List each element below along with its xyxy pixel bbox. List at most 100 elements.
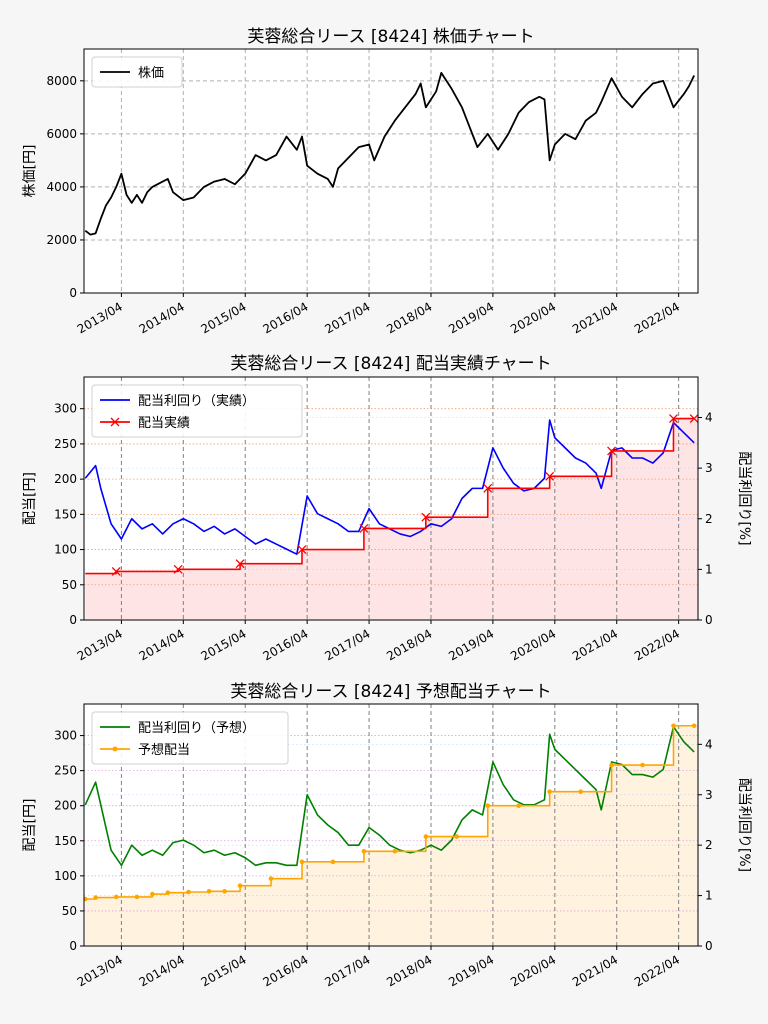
- plot-content: [84, 377, 698, 620]
- legend-label: 配当実績: [138, 415, 190, 431]
- dot-marker: [84, 896, 88, 902]
- dot-marker: [392, 849, 398, 854]
- y-tick-label: 200: [54, 799, 77, 813]
- x-marker: [607, 446, 617, 456]
- y-tick-label: 50: [62, 578, 77, 592]
- x-tick-label: 2021/04: [570, 626, 620, 663]
- x-marker: [111, 566, 121, 576]
- x-tick-label: 2014/04: [137, 299, 187, 336]
- legend: 株価: [91, 56, 183, 88]
- chart-title: 芙蓉総合リース [8424] 予想配当チャート: [230, 682, 551, 702]
- y2-tick-label: 1: [705, 889, 713, 903]
- x-tick-label: 2017/04: [322, 299, 372, 336]
- x-marker: [297, 545, 307, 555]
- x-tick-label: 2020/04: [508, 952, 558, 989]
- legend-label: 株価: [138, 66, 164, 81]
- dot-marker: [609, 762, 614, 768]
- x-tick-label: 2017/04: [322, 952, 372, 989]
- x-tick-label: 2022/04: [632, 952, 682, 989]
- axes-frame: [83, 376, 699, 621]
- x-marker: [359, 523, 369, 533]
- series-line: [85, 417, 695, 575]
- legend-label: 配当利回り（実績）: [138, 393, 255, 409]
- dot-marker: [671, 723, 676, 729]
- legend-box: [91, 711, 289, 765]
- legend-box: [91, 384, 303, 438]
- x-marker: [421, 512, 431, 522]
- dot-marker: [640, 762, 645, 768]
- x-tick-label: 2013/04: [75, 952, 125, 989]
- legend-label: 予想配当: [138, 742, 190, 758]
- dot-marker: [222, 888, 227, 894]
- dot-marker: [186, 889, 191, 895]
- series-line: [84, 71, 695, 236]
- x-tick-label: 2016/04: [260, 952, 310, 989]
- dot-marker: [361, 849, 367, 854]
- dot-marker: [268, 876, 274, 881]
- y-tick-label: 0: [69, 286, 77, 300]
- x-tick-label: 2013/04: [75, 626, 125, 663]
- y2-tick-label: 4: [705, 411, 713, 425]
- y2-tick-label: 3: [705, 461, 713, 475]
- x-marker: [689, 414, 698, 424]
- chart-panel-3: 0 50 100 150 200 250 300 0 1 2 3 4 2013/04 2014/04 201…: [22, 682, 752, 990]
- series-line: [84, 725, 695, 867]
- x-tick-label: 2020/04: [508, 299, 558, 336]
- legend-label: 配当利回り（予想）: [138, 720, 255, 736]
- y-tick-label: 100: [54, 543, 77, 557]
- dot-marker: [691, 723, 697, 729]
- x-tick-label: 2021/04: [570, 299, 620, 336]
- dot-marker: [150, 891, 155, 897]
- x-marker: [669, 414, 678, 424]
- x-marker: [483, 483, 493, 493]
- y-tick-label: 300: [54, 402, 77, 416]
- plot-content: [84, 49, 698, 293]
- y2-tick-label: 3: [705, 788, 713, 802]
- y-tick-label: 4000: [46, 180, 77, 194]
- y-axis-label: 配当[円]: [22, 472, 38, 525]
- dot-marker: [547, 789, 552, 794]
- x-marker: [235, 559, 245, 569]
- y-axis-label: 配当[円]: [22, 799, 38, 852]
- dot-marker: [93, 895, 98, 900]
- y-tick-label: 6000: [46, 127, 77, 141]
- x-tick-label: 2016/04: [260, 626, 310, 663]
- y-tick-label: 200: [54, 472, 77, 486]
- x-tick-label: 2021/04: [570, 952, 620, 989]
- y-tick-label: 300: [54, 729, 77, 743]
- y2-tick-label: 1: [705, 562, 713, 576]
- y2-tick-label: 0: [705, 939, 713, 953]
- chart-title: 芙蓉総合リース [8424] 配当実績チャート: [230, 354, 551, 374]
- dot-marker: [113, 894, 119, 900]
- y-tick-label: 150: [54, 507, 77, 521]
- dot-marker: [237, 883, 243, 888]
- x-tick-label: 2022/04: [632, 626, 682, 663]
- y-tick-label: 0: [69, 939, 77, 953]
- y2-axis-label: 配当利回り[%]: [736, 778, 752, 872]
- y2-tick-label: 0: [705, 613, 713, 627]
- chart-panel-2: 0 50 100 150 200 250 300 0 1 2 3 4 2013/04 2014/04 201…: [22, 354, 752, 664]
- x-tick-label: 2022/04: [632, 299, 682, 336]
- dot-marker: [206, 888, 212, 894]
- x-tick-label: 2019/04: [446, 952, 496, 989]
- x-tick-label: 2016/04: [260, 299, 310, 336]
- plot-area: [84, 49, 698, 293]
- x-tick-label: 2018/04: [384, 626, 434, 663]
- dot-marker: [454, 834, 460, 839]
- axes-frame: [83, 703, 699, 947]
- y-tick-label: 2000: [46, 233, 77, 247]
- plot-content: [84, 704, 698, 946]
- dot-marker: [578, 789, 583, 794]
- x-tick-label: 2013/04: [75, 299, 125, 336]
- legend-box: [91, 56, 183, 88]
- dot-marker: [330, 859, 336, 865]
- y-tick-label: 150: [54, 834, 77, 848]
- chart-title: 芙蓉総合リース [8424] 株価チャート: [247, 27, 534, 47]
- chart-panel-1: 0 2000 4000 6000 8000 2013/04 2014/04 2015/04 20…: [22, 27, 699, 337]
- x-marker: [545, 471, 555, 481]
- y-tick-label: 250: [54, 437, 77, 451]
- dot-marker: [485, 803, 491, 809]
- y-tick-label: 50: [62, 904, 77, 918]
- dot-marker: [134, 894, 140, 900]
